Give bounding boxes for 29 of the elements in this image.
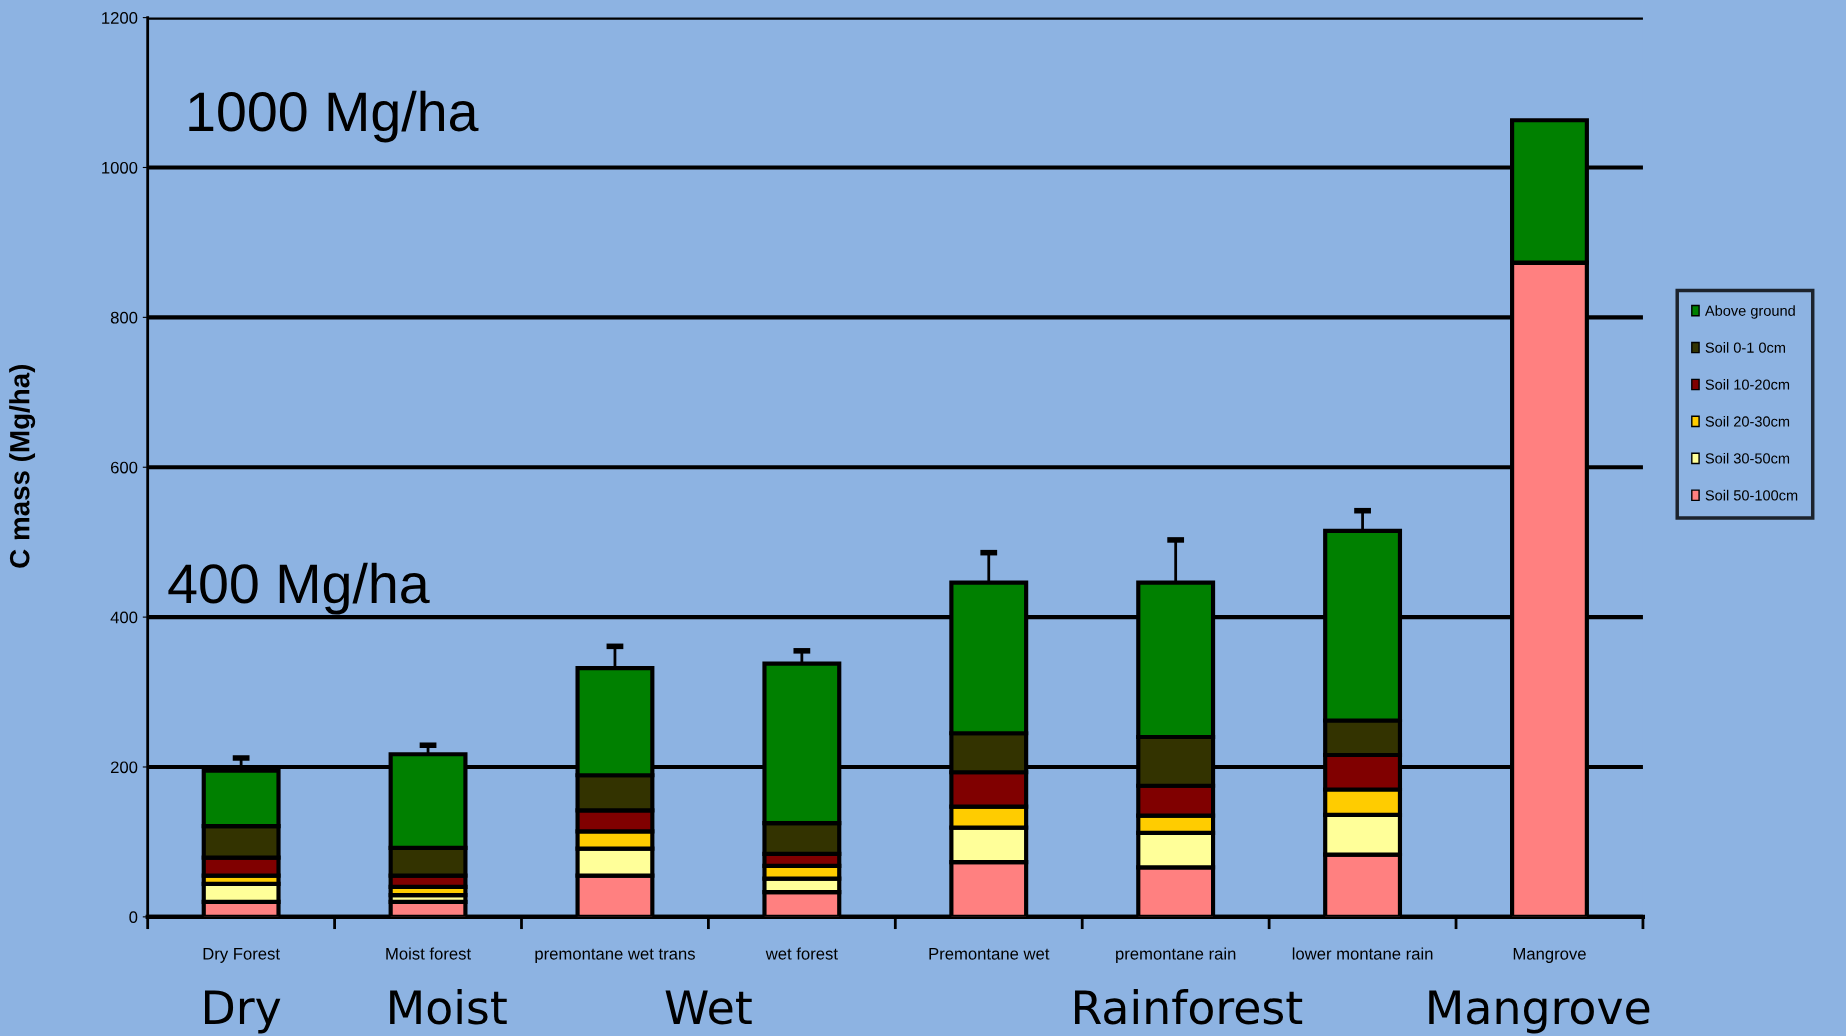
y-tick-label: 200 — [110, 761, 138, 774]
text: Mangrove — [1429, 990, 1650, 1034]
x-tick-label: Dry Forest — [203, 948, 280, 963]
x-tick-label: lower montane rain — [1292, 947, 1433, 960]
x-tick-label: premontane wet trans — [535, 948, 695, 963]
y-axis-title: C mass (Mg/ha) — [9, 364, 36, 568]
y-tick-label: 400 — [110, 611, 138, 624]
x-tick-label: premontane rain — [1116, 947, 1236, 963]
x-tick-label: wet forest — [765, 947, 838, 960]
y-tick-label: 600 — [111, 461, 138, 474]
text: Dry — [205, 990, 281, 1034]
legend-label: Soil 0-1 0cm — [1705, 342, 1786, 353]
legend-label: Soil 30-50cm — [1705, 452, 1790, 464]
x-tick-label: Mangrove — [1513, 948, 1586, 963]
x-tick-label: Premontane wet — [929, 948, 1050, 960]
x-tick-label: Moist forest — [386, 947, 471, 960]
legend-label: Soil 50-100cm — [1705, 489, 1798, 501]
text: Wet — [665, 990, 752, 1025]
legend-label: Above ground — [1704, 305, 1795, 319]
y-tick-label: 800 — [110, 311, 138, 324]
legend-label: Soil 10-20cm — [1705, 379, 1790, 390]
annotation: 400 Mg/ha — [168, 562, 430, 615]
y-tick-label: 1200 — [102, 12, 138, 24]
annotation: 1000 Mg/ha — [189, 90, 479, 143]
text: Moist — [390, 989, 507, 1025]
y-tick-label: 1000 — [102, 161, 138, 174]
text: Rainforest — [1075, 989, 1303, 1025]
legend-label: Soil 20-30cm — [1705, 415, 1790, 427]
y-tick-label: 0 — [129, 911, 138, 924]
